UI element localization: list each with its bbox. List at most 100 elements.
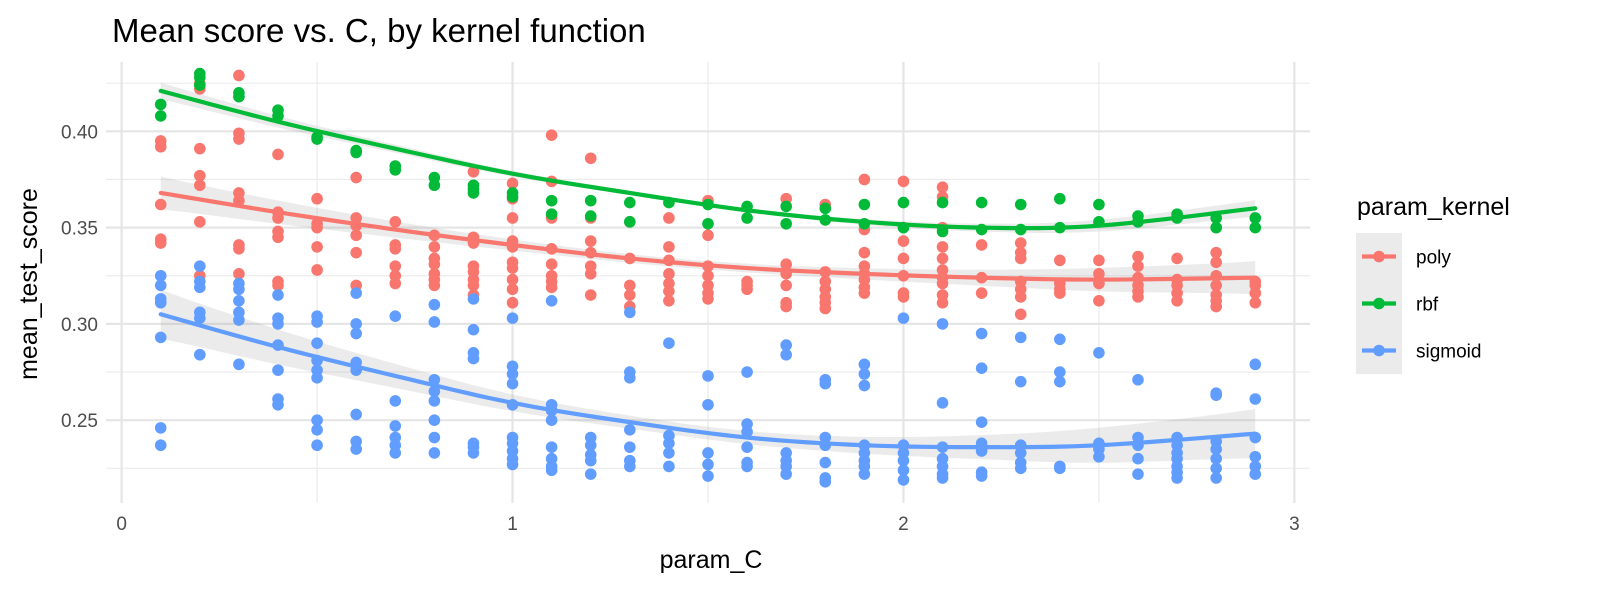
data-point-sigmoid	[1210, 443, 1222, 455]
data-point-poly	[389, 242, 402, 255]
data-point-rbf	[624, 196, 636, 209]
data-point-sigmoid	[428, 385, 441, 398]
data-point-sigmoid	[584, 454, 597, 467]
data-point-poly	[1054, 287, 1066, 299]
legend-label-sigmoid: sigmoid	[1416, 342, 1481, 363]
data-point-rbf	[1249, 212, 1262, 224]
data-point-sigmoid	[897, 464, 910, 477]
data-point-sigmoid	[702, 447, 714, 459]
data-point-poly	[663, 241, 675, 253]
data-point-poly	[194, 179, 206, 192]
data-point-sigmoid	[350, 287, 362, 299]
data-point-rbf	[858, 198, 871, 211]
data-point-sigmoid	[350, 318, 362, 330]
data-point-poly	[1014, 252, 1027, 265]
data-point-sigmoid	[1210, 452, 1222, 465]
data-point-sigmoid	[350, 327, 362, 340]
data-point-poly	[545, 258, 558, 271]
data-point-sigmoid	[233, 314, 245, 326]
data-point-sigmoid	[780, 339, 792, 351]
data-point-sigmoid	[428, 395, 441, 407]
data-point-sigmoid	[311, 439, 323, 452]
data-point-sigmoid	[1210, 462, 1222, 475]
data-point-poly	[350, 246, 362, 259]
data-point-poly	[428, 279, 441, 292]
data-point-poly	[584, 268, 597, 280]
data-point-sigmoid	[858, 468, 871, 480]
data-point-sigmoid	[467, 323, 480, 336]
legend-title: param_kernel	[1357, 193, 1510, 221]
data-point-sigmoid	[1054, 375, 1066, 388]
data-point-sigmoid	[350, 408, 362, 421]
fit-lines	[158, 88, 1258, 450]
data-point-poly	[663, 294, 675, 307]
data-point-sigmoid	[741, 425, 753, 438]
data-point-poly	[897, 235, 910, 247]
data-point-rbf	[389, 164, 402, 176]
data-point-sigmoid	[506, 312, 519, 324]
data-point-poly	[1093, 268, 1105, 280]
data-point-sigmoid	[741, 366, 753, 378]
data-point-rbf	[154, 98, 167, 111]
x-tick-label: 0	[116, 514, 127, 535]
data-point-poly	[1171, 294, 1183, 307]
data-point-sigmoid	[1014, 331, 1027, 344]
data-point-poly	[154, 198, 167, 211]
data-point-poly	[233, 69, 245, 82]
data-point-poly	[780, 258, 792, 271]
data-point-poly	[1249, 287, 1262, 299]
data-point-poly	[467, 165, 480, 178]
data-point-poly	[897, 252, 910, 265]
data-point-sigmoid	[389, 310, 402, 323]
data-point-sigmoid	[467, 293, 480, 305]
data-point-poly	[936, 277, 949, 290]
data-point-sigmoid	[545, 414, 558, 426]
data-point-poly	[624, 279, 636, 292]
data-point-sigmoid	[624, 372, 636, 384]
data-point-poly	[194, 216, 206, 228]
data-point-poly	[897, 291, 910, 303]
data-point-sigmoid	[819, 377, 832, 390]
legend-key-point-rbf	[1373, 297, 1385, 310]
data-point-sigmoid	[663, 447, 675, 459]
data-point-sigmoid	[467, 352, 480, 365]
data-point-sigmoid	[897, 474, 910, 486]
data-point-sigmoid	[311, 337, 323, 349]
legend-label-poly: poly	[1416, 248, 1451, 269]
data-point-rbf	[975, 196, 988, 209]
data-point-sigmoid	[311, 316, 323, 328]
data-point-poly	[1171, 252, 1183, 265]
y-axis-title: mean_test_score	[15, 188, 43, 380]
data-point-sigmoid	[663, 337, 675, 349]
data-point-poly	[663, 268, 675, 280]
data-point-sigmoid	[975, 327, 988, 340]
data-point-rbf	[702, 217, 714, 230]
data-point-rbf	[1054, 192, 1066, 205]
data-point-sigmoid	[233, 358, 245, 371]
data-point-poly	[702, 269, 714, 282]
data-point-rbf	[350, 146, 362, 159]
data-point-poly	[545, 281, 558, 294]
data-point-sigmoid	[154, 279, 167, 292]
data-point-sigmoid	[389, 395, 402, 407]
data-point-sigmoid	[663, 437, 675, 450]
legend: param_kernel poly rbf sigmoid	[1356, 193, 1510, 374]
data-point-sigmoid	[1054, 462, 1066, 475]
fit-line-poly	[158, 190, 1258, 282]
data-point-sigmoid	[858, 358, 871, 371]
data-point-rbf	[741, 212, 753, 224]
data-point-sigmoid	[311, 372, 323, 384]
data-point-rbf	[506, 191, 519, 203]
data-point-poly	[1249, 296, 1262, 309]
data-point-sigmoid	[780, 468, 792, 480]
data-point-sigmoid	[858, 368, 871, 380]
data-point-rbf	[624, 216, 636, 228]
data-point-poly	[584, 289, 597, 301]
data-point-poly	[1093, 254, 1105, 267]
data-point-poly	[1132, 291, 1144, 303]
data-point-sigmoid	[936, 318, 949, 330]
data-points	[154, 67, 1262, 488]
data-point-sigmoid	[1093, 450, 1105, 463]
data-point-poly	[897, 175, 910, 188]
data-point-sigmoid	[1249, 393, 1262, 405]
